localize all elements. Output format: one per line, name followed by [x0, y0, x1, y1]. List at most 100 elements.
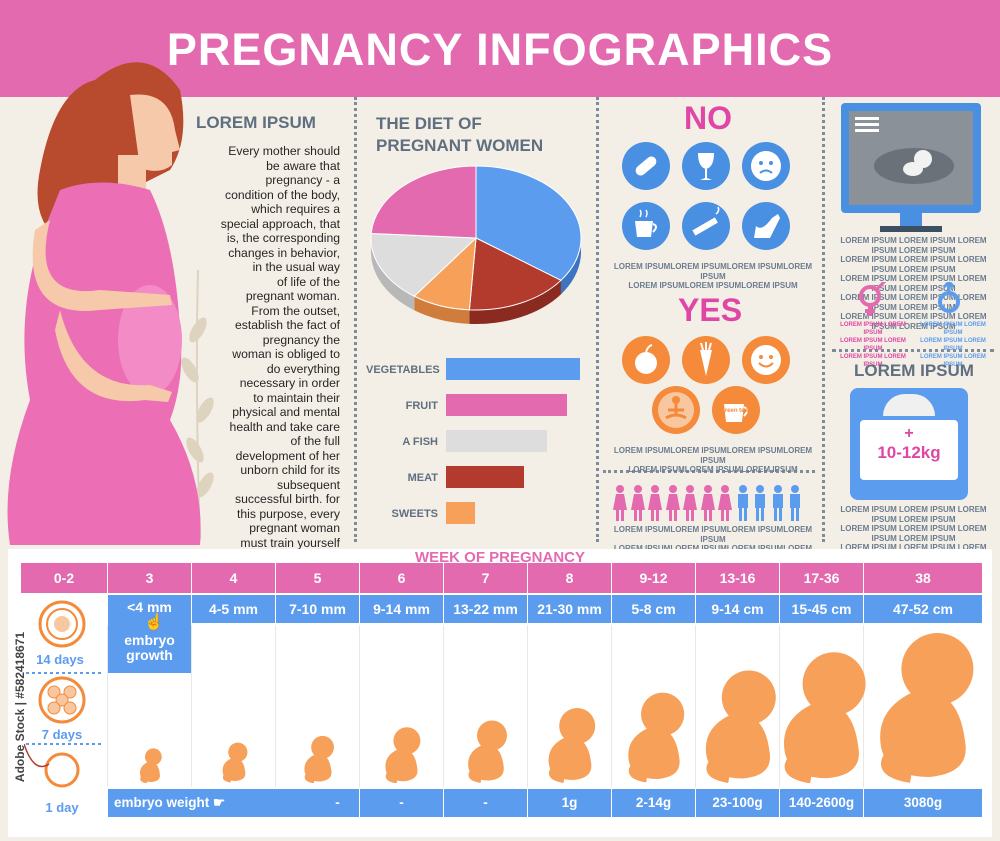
- intro-line: Every mother should: [228, 144, 340, 158]
- lorem-line: LOREM IPSUM LOREM IPSUM: [920, 354, 986, 368]
- ultrasound-screen: [849, 111, 973, 205]
- week-header-cell: 17-36: [780, 563, 863, 593]
- yes-icons-grid: Green tea: [610, 334, 810, 439]
- embryo-size-value: 15-45 cm: [791, 601, 852, 617]
- pie-slice-side: [469, 280, 561, 324]
- embryo-size-value: 9-14 mm: [373, 601, 430, 617]
- fetus-icon: [461, 718, 511, 788]
- scale-dial: [883, 394, 935, 416]
- ultrasound-caption: LOREM IPSUM LOREM IPSUM LOREM IPSUM LORE…: [836, 236, 991, 331]
- embryo-weight-cell: -: [335, 795, 340, 810]
- woman-figure-icon: [647, 484, 663, 527]
- yes-label: YES: [678, 292, 743, 328]
- yes-caption-line1: LOREM IPSUMLOREM IPSUMLOREM IPSUMLOREM I…: [613, 446, 813, 465]
- pie-slice-vegetables: [475, 165, 582, 281]
- intro-line: changes in behavior,: [228, 245, 340, 260]
- bar-fruit: [446, 394, 567, 416]
- lorem-line: LOREM IPSUM LOREM IPSUM: [840, 322, 906, 336]
- column-separator: [527, 625, 528, 787]
- fetus-icon: [769, 647, 874, 789]
- weight-heading: LOREM IPSUM: [854, 361, 974, 380]
- lorem-line: LOREM IPSUM LOREM IPSUM LOREM IPSUM LORE…: [840, 312, 987, 331]
- column-separator: [779, 625, 780, 787]
- people-caption-line1: LOREM IPSUMLOREM IPSUMLOREM IPSUMLOREM I…: [613, 525, 813, 544]
- intro-line: to maintain their: [253, 390, 340, 405]
- cigarette-icon: [682, 202, 730, 250]
- intro-line: physical and mental: [232, 405, 340, 419]
- intro-line: condition of the body,: [225, 187, 340, 202]
- embryo-size-cell: 9-14 cm: [696, 595, 779, 623]
- column-separator: [191, 625, 192, 787]
- intro-line: development of her: [235, 448, 340, 463]
- embryo-size-value: 7-10 mm: [289, 601, 346, 617]
- high-heel-icon: [742, 202, 790, 250]
- intro-line: woman is obliged to: [232, 347, 340, 361]
- embryo-weight-cell: 1g: [528, 789, 611, 817]
- intro-line: health and take care: [229, 419, 340, 434]
- no-icons-grid: [610, 140, 810, 255]
- week-title: WEEK OF PREGNANCY: [414, 549, 585, 566]
- intro-line: special approach, that: [220, 216, 340, 231]
- divider: [832, 349, 994, 352]
- diet-heading-line2: PREGNANT WOMEN: [376, 136, 544, 155]
- day-label-7: 7 days: [41, 727, 83, 742]
- fetus-icon: [693, 666, 783, 788]
- man-figure-icon: [752, 484, 768, 527]
- intro-line: this purpose, every: [237, 506, 340, 521]
- week-header-cell: 9-12: [612, 563, 695, 593]
- day-label-14: 14 days: [36, 652, 84, 667]
- week-header-cell: 3: [108, 563, 191, 593]
- weight-value: 10-12kg: [877, 443, 941, 462]
- cell-division-column: [24, 600, 102, 788]
- intro-line: must train yourself: [240, 535, 340, 550]
- embryo-size-cell: 9-14 mm: [360, 595, 443, 623]
- carrot-icon: [682, 336, 730, 384]
- fetus-icon: [540, 705, 600, 788]
- lorem-line: LOREM IPSUM LOREM IPSUM: [920, 338, 986, 352]
- embryo-size-cell: 47-52 cm: [864, 595, 982, 623]
- embryo-weight-cell: 140-2600g: [780, 789, 863, 817]
- fetus-icon: [218, 741, 250, 788]
- embryo-size-value: 21-30 mm: [537, 601, 602, 617]
- intro-line: of life of the: [276, 274, 340, 289]
- pie-slice-side: [371, 233, 415, 311]
- man-figure-icon: [770, 484, 786, 527]
- column-separator: [611, 625, 612, 787]
- week-header-cell: 13-16: [696, 563, 779, 593]
- smile-icon: [742, 336, 790, 384]
- woman-figure-icon: [700, 484, 716, 527]
- lorem-line: LOREM IPSUM LOREM IPSUM LOREM IPSUM LORE…: [840, 524, 987, 543]
- column-separator: [863, 625, 864, 787]
- lorem-line: LOREM IPSUM LOREM IPSUM LOREM IPSUM LORE…: [840, 274, 987, 293]
- lorem-line: LOREM IPSUM LOREM IPSUM: [840, 338, 906, 352]
- bar-vegetables: [446, 358, 580, 380]
- pie-slice-side: [414, 296, 470, 324]
- yes-caption: LOREM IPSUMLOREM IPSUMLOREM IPSUMLOREM I…: [608, 446, 818, 475]
- weight-plus: +: [904, 425, 914, 442]
- intro-line: pregnancy - a: [265, 173, 340, 187]
- lorem-line: LOREM IPSUM LOREM IPSUM LOREM IPSUM LORE…: [840, 505, 987, 524]
- no-caption-line2: LOREM IPSUMLOREM IPSUMLOREM IPSUM: [628, 281, 798, 290]
- column-separator: [359, 625, 360, 787]
- intro-line: pregnant woman.: [245, 289, 340, 303]
- intro-line: pregnant woman: [249, 521, 340, 535]
- embryo-size-value: 9-14 cm: [711, 601, 764, 617]
- green-tea-label: Green tea: [720, 408, 748, 414]
- column-separator: [695, 625, 696, 787]
- side-watermark: Adobe Stock | #582418671: [13, 631, 27, 783]
- sad-face-icon: [742, 142, 790, 190]
- diet-heading-line1: THE DIET OF: [376, 114, 482, 133]
- embryo-size-cell: <4 mm embryo growth ☝: [108, 595, 191, 673]
- embryo-weight-cell: 2-14g: [612, 789, 695, 817]
- week-header-cell: 0-2: [21, 563, 107, 593]
- week-header-cell: 4: [192, 563, 275, 593]
- monitor-base: [880, 226, 942, 232]
- week-header-cell: 7: [444, 563, 527, 593]
- fetus-icon: [136, 747, 164, 788]
- intro-line: which requires a: [251, 202, 340, 216]
- diet-pie-chart: [370, 165, 582, 324]
- diet-bar-chart: VEGETABLES FRUIT A FISH MEAT SWEETS: [366, 358, 596, 533]
- fetus-icon: [863, 627, 983, 788]
- embryo-size-cell: 5-8 cm: [612, 595, 695, 623]
- embryo-size-cell: 13-22 mm: [444, 595, 527, 623]
